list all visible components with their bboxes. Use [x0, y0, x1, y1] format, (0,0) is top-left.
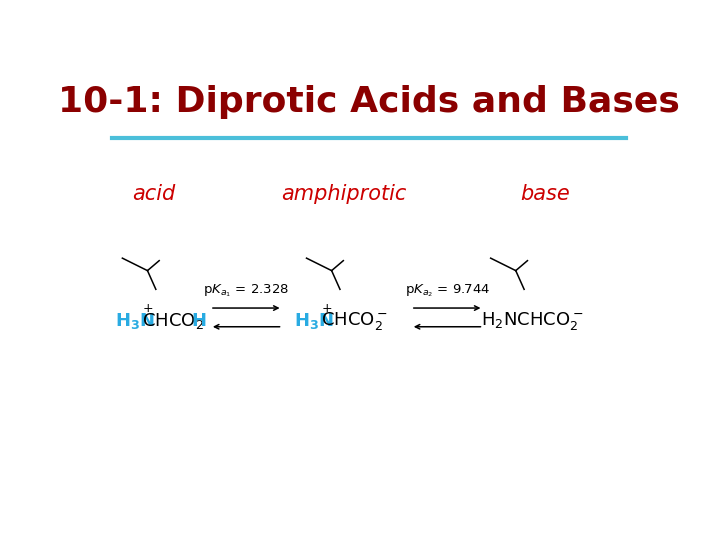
Text: $\mathregular{+}$: $\mathregular{+}$	[142, 301, 153, 314]
Text: p$\mathit{K}_{a_2}$ = 9.744: p$\mathit{K}_{a_2}$ = 9.744	[405, 282, 490, 299]
Text: p$\mathit{K}_{a_1}$ = 2.328: p$\mathit{K}_{a_1}$ = 2.328	[203, 282, 289, 299]
Text: amphiprotic: amphiprotic	[282, 184, 407, 204]
Text: $\mathregular{H_2NCHCO_2^-}$: $\mathregular{H_2NCHCO_2^-}$	[481, 309, 583, 332]
Text: $\mathregular{+}$: $\mathregular{+}$	[321, 301, 332, 314]
Text: 10-1: Diprotic Acids and Bases: 10-1: Diprotic Acids and Bases	[58, 85, 680, 119]
Text: $\mathbf{H}$: $\mathbf{H}$	[191, 312, 207, 329]
Text: base: base	[520, 184, 570, 204]
Text: $\mathbf{H_3N}$: $\mathbf{H_3N}$	[114, 310, 155, 330]
Text: $\mathregular{CHCO_2^-}$: $\mathregular{CHCO_2^-}$	[321, 309, 388, 332]
Text: $\mathregular{CHCO_2}$: $\mathregular{CHCO_2}$	[142, 310, 204, 330]
Text: acid: acid	[132, 184, 176, 204]
Text: $\mathbf{H_3N}$: $\mathbf{H_3N}$	[294, 310, 333, 330]
